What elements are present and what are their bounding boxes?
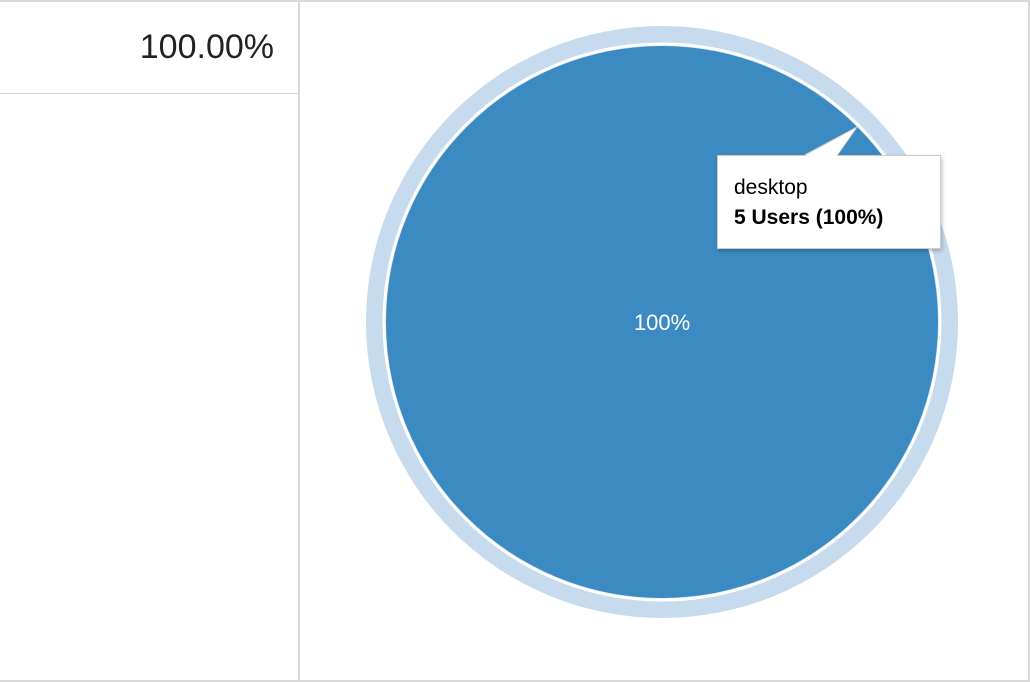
pie-slice-label: 100%	[634, 310, 690, 335]
pie-ring-separator	[382, 42, 942, 602]
percent-cell: 100.00%	[0, 2, 298, 94]
tooltip-title: desktop	[734, 176, 808, 199]
table-panel: 100.00%	[0, 2, 300, 680]
pie-chart-area[interactable]: 100% desktop 5 Users (100%)	[300, 2, 1028, 680]
tooltip-pointer-cover	[802, 128, 856, 158]
tooltip-value: 5 Users (100%)	[734, 206, 884, 229]
